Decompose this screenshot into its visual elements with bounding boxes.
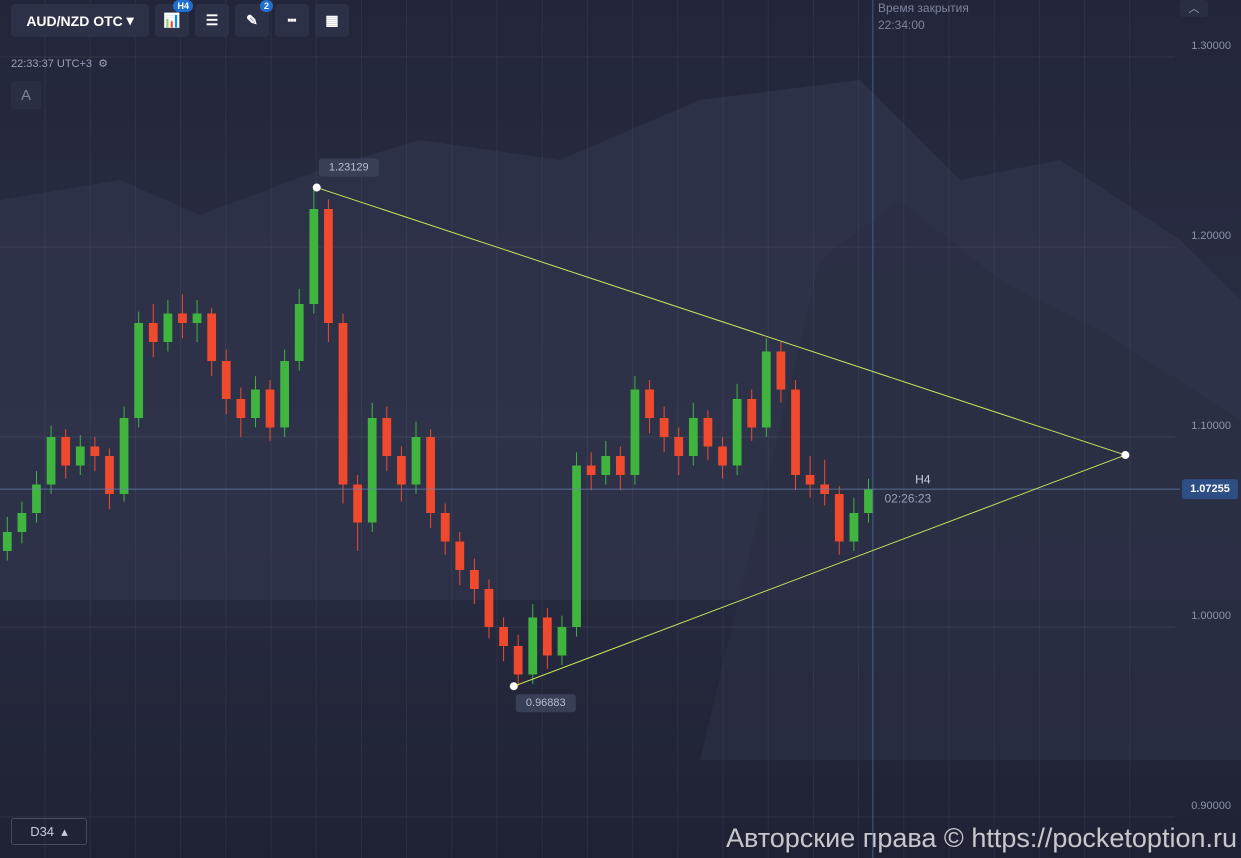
- candle-body: [192, 313, 202, 323]
- candle-body: [236, 399, 246, 418]
- candle-body: [119, 418, 129, 494]
- candle-body: [367, 418, 377, 523]
- candle-body: [397, 456, 406, 485]
- candle-body: [324, 209, 333, 323]
- y-tick-label: 1.30000: [1191, 40, 1231, 52]
- candle-body: [105, 456, 114, 494]
- candle-body: [75, 446, 85, 466]
- mountain: [700, 200, 1241, 760]
- candle-body: [630, 389, 640, 475]
- candle-body: [134, 323, 144, 418]
- candle-body: [484, 589, 494, 627]
- collapse-button[interactable]: ︿: [1180, 0, 1208, 17]
- price-tag: [1182, 479, 1238, 500]
- candle-body: [791, 389, 800, 475]
- candle-body: [513, 646, 523, 675]
- price-tag-label: 1.07255: [1190, 483, 1230, 495]
- candle-body: [470, 570, 479, 589]
- candle-body: [148, 323, 158, 342]
- symbol-button[interactable]: AUD/NZD OTC ▾: [11, 4, 149, 37]
- pattern-point: [312, 183, 321, 192]
- candle-body: [732, 399, 742, 466]
- pattern-label: 0.96883: [526, 697, 566, 709]
- candle-body: [645, 389, 654, 418]
- candle-body: [776, 351, 786, 390]
- candle-body: [805, 475, 815, 485]
- candle-body: [207, 313, 217, 361]
- y-tick-label: 0.90000: [1191, 800, 1231, 812]
- candle-body: [674, 437, 684, 456]
- close-time-title: Время закрытия: [878, 1, 969, 15]
- candle-body: [864, 489, 873, 513]
- candle-body: [294, 304, 304, 361]
- candle-body: [163, 313, 173, 342]
- pattern-label-bg: [515, 694, 576, 713]
- candle-body: [528, 617, 538, 675]
- candle-body: [601, 456, 611, 475]
- candle-body: [572, 465, 581, 627]
- candle-body: [17, 513, 27, 532]
- clock: 22:33:37 UTC+3 ⚙: [11, 58, 109, 70]
- candle-body: [688, 418, 698, 456]
- indicator: D34: [30, 824, 55, 839]
- candle-body: [455, 541, 465, 570]
- draw-button[interactable]: ✎ 2: [235, 0, 273, 37]
- pattern-line: [316, 187, 1126, 456]
- settings-button[interactable]: ☰: [195, 4, 229, 37]
- candle-body: [542, 617, 552, 656]
- candle-body: [718, 446, 727, 466]
- timeframe-badge: H4: [173, 0, 193, 12]
- y-tick-label: 1.10000: [1191, 420, 1231, 432]
- candle-body: [426, 437, 435, 513]
- candle-body: [353, 484, 362, 523]
- candle-body: [586, 465, 596, 475]
- candle-body: [178, 313, 187, 323]
- candle-body: [747, 399, 757, 428]
- layout-button[interactable]: ▦: [315, 4, 349, 37]
- watermark: Авторские права © https://pocketoption.r…: [726, 823, 1237, 853]
- candle-body: [761, 351, 771, 428]
- candle-body: [32, 484, 41, 513]
- candle-body: [265, 389, 275, 428]
- candle-body: [615, 456, 625, 475]
- timeframe-label: H4: [915, 472, 931, 486]
- pattern-label-bg: [318, 158, 379, 177]
- close-time: 22:34:00: [878, 18, 925, 32]
- pattern-line: [513, 454, 1126, 687]
- line-button[interactable]: ┅: [275, 4, 309, 37]
- candle-body: [411, 437, 421, 485]
- candle-body: [659, 418, 669, 437]
- candle-body: [703, 418, 713, 447]
- candle-body: [834, 494, 844, 542]
- drawings-badge: 2: [259, 0, 273, 12]
- timer-label: 02:26:23: [884, 491, 931, 505]
- candle-body: [90, 446, 100, 456]
- pattern-point: [1121, 451, 1130, 460]
- candle-body: [557, 627, 567, 656]
- candle-body: [849, 513, 859, 542]
- text-button[interactable]: A: [11, 81, 41, 109]
- candle-body: [499, 627, 508, 646]
- candle-body: [309, 209, 319, 304]
- timeframe-button[interactable]: 📊 H4: [155, 0, 193, 37]
- y-tick-label: 1.00000: [1191, 610, 1231, 622]
- candle-body: [382, 418, 392, 456]
- symbol: AUD/NZD OTC: [26, 12, 123, 29]
- candle-body: [440, 513, 450, 542]
- candle-body: [221, 361, 231, 399]
- candle-body: [2, 532, 12, 551]
- candle-body: [46, 437, 56, 485]
- pattern-label: 1.23129: [329, 161, 369, 173]
- candle-body: [338, 323, 348, 485]
- y-tick-label: 1.20000: [1191, 230, 1231, 242]
- candle-body: [61, 437, 71, 466]
- clock-text: 22:33:37 UTC+3: [11, 58, 93, 70]
- pattern-point: [509, 682, 518, 691]
- candle-body: [280, 361, 290, 428]
- candle-body: [251, 389, 260, 418]
- indicator-button[interactable]: D34 ▴: [11, 818, 87, 845]
